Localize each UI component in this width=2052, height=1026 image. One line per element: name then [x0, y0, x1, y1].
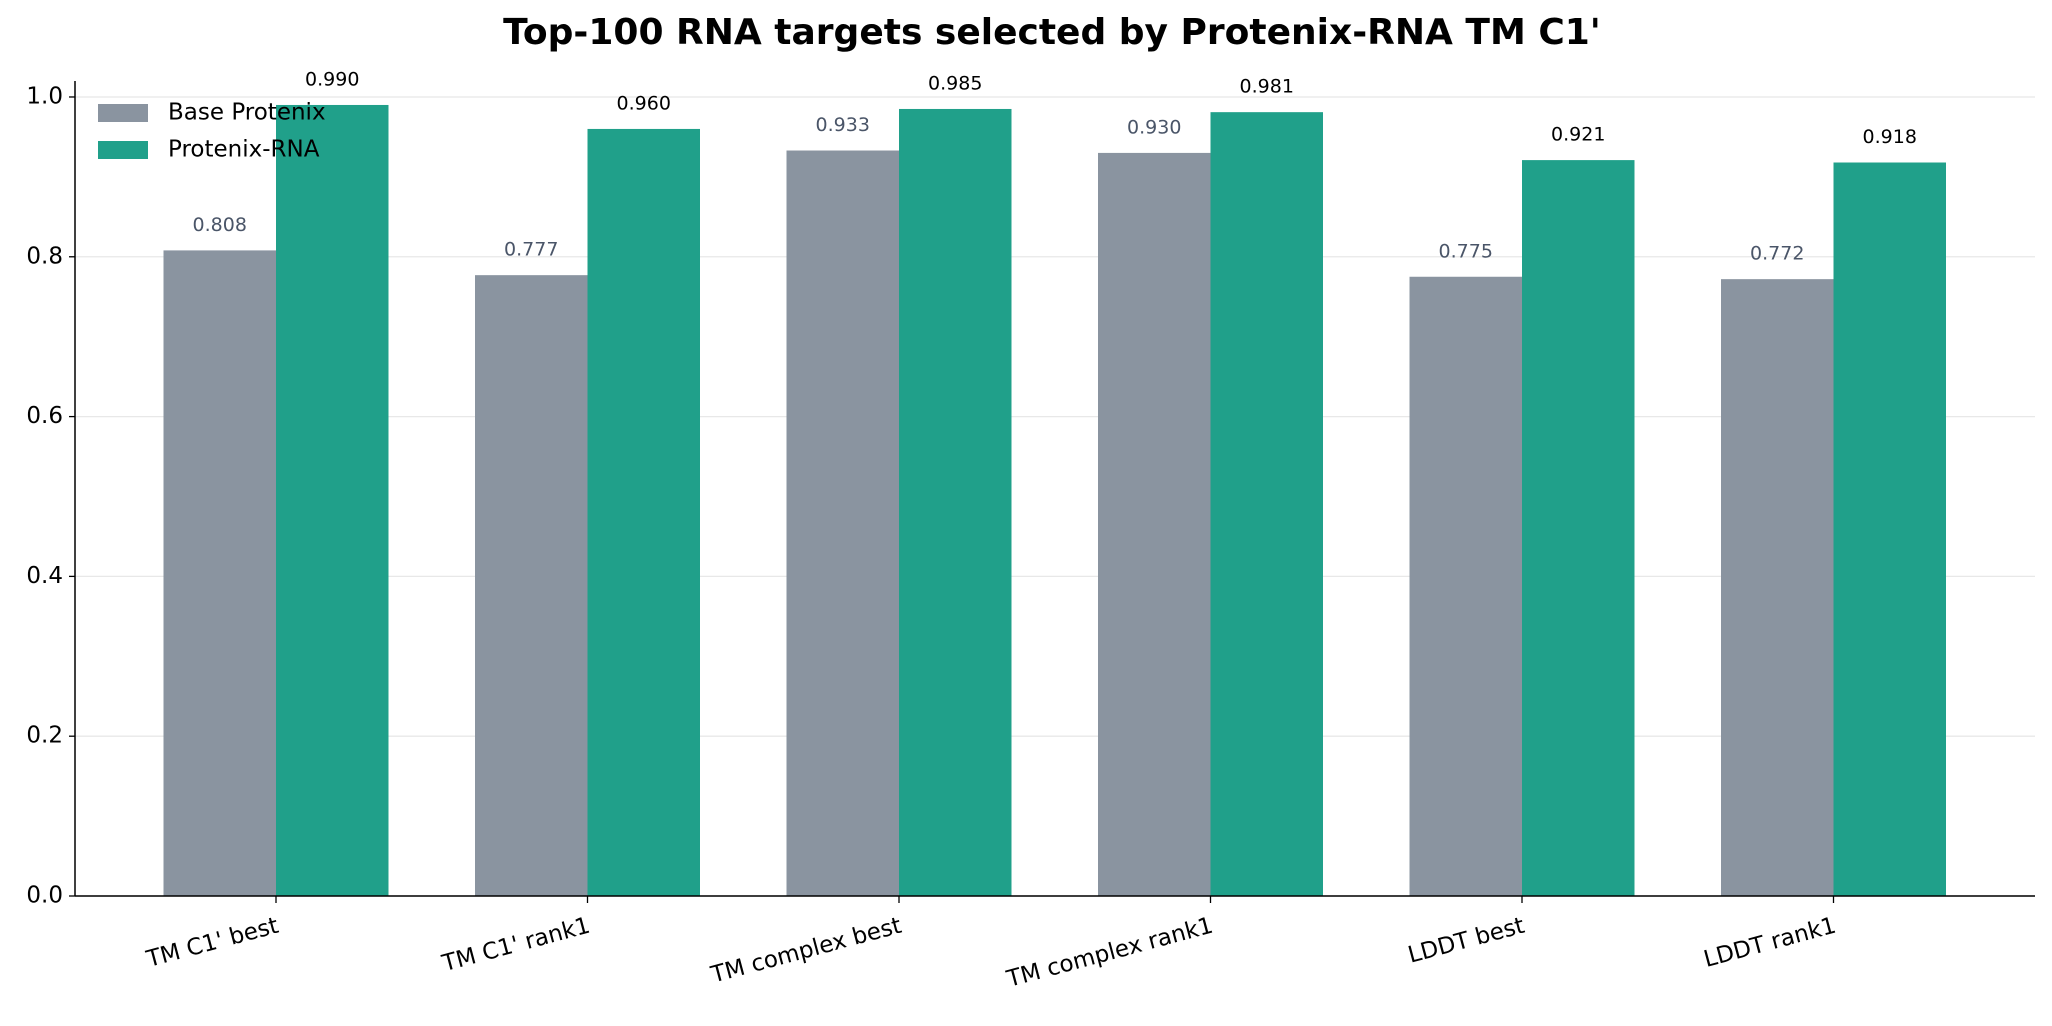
bar [163, 250, 276, 896]
x-tick-label: TM C1' rank1 [439, 913, 593, 978]
bar [1833, 162, 1946, 896]
bar [587, 128, 700, 897]
value-label: 0.985 [928, 72, 982, 94]
legend-swatch [98, 141, 148, 159]
value-label: 0.918 [1863, 126, 1917, 148]
y-tick-label: 0.4 [26, 563, 63, 589]
bar [1210, 112, 1323, 897]
bar [786, 150, 899, 896]
bar [475, 275, 588, 897]
value-label: 0.990 [305, 68, 359, 90]
x-tick-label: LDDT best [1405, 913, 1527, 969]
legend-swatch [98, 104, 148, 122]
bar [1409, 276, 1522, 897]
y-tick-label: 0.8 [26, 243, 63, 269]
legend-label: Protenix-RNA [168, 137, 320, 163]
value-label: 0.772 [1750, 243, 1804, 265]
value-label: 0.960 [617, 92, 671, 114]
value-label: 0.933 [816, 114, 870, 136]
legend-label: Base Protenix [168, 100, 326, 126]
bar [899, 108, 1012, 896]
y-tick-label: 0.0 [26, 883, 63, 909]
bar [1522, 160, 1635, 897]
x-tick-label: TM C1' best [143, 913, 281, 973]
x-tick-label: LDDT rank1 [1701, 913, 1839, 973]
y-tick-label: 0.2 [26, 723, 63, 749]
value-label: 0.808 [193, 214, 247, 236]
bar [276, 104, 389, 897]
value-label: 0.921 [1551, 124, 1605, 146]
y-tick-label: 0.6 [26, 403, 63, 429]
x-tick-label: TM complex best [708, 913, 905, 989]
value-label: 0.775 [1439, 240, 1493, 262]
chart-title: Top-100 RNA targets selected by Protenix… [503, 12, 1601, 53]
y-tick-label: 1.0 [26, 83, 63, 109]
x-tick-label: TM complex rank1 [1003, 913, 1216, 993]
value-label: 0.981 [1240, 76, 1294, 98]
value-label: 0.930 [1127, 116, 1181, 138]
bar [1721, 279, 1834, 896]
value-label: 0.777 [504, 239, 558, 261]
bar [1098, 152, 1211, 897]
